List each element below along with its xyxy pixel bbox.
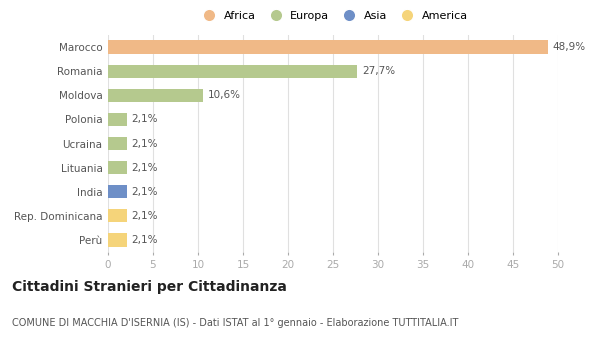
Bar — [108, 233, 127, 246]
Text: Cittadini Stranieri per Cittadinanza: Cittadini Stranieri per Cittadinanza — [12, 280, 287, 294]
Legend: Africa, Europa, Asia, America: Africa, Europa, Asia, America — [194, 6, 472, 25]
Text: 2,1%: 2,1% — [131, 114, 158, 124]
Text: 10,6%: 10,6% — [208, 90, 241, 100]
Bar — [108, 209, 127, 223]
Bar — [108, 64, 357, 78]
Bar — [108, 89, 203, 102]
Text: 2,1%: 2,1% — [131, 211, 158, 221]
Text: 2,1%: 2,1% — [131, 187, 158, 197]
Text: 2,1%: 2,1% — [131, 235, 158, 245]
Text: 2,1%: 2,1% — [131, 163, 158, 173]
Bar — [108, 161, 127, 174]
Bar — [108, 185, 127, 198]
Bar — [108, 137, 127, 150]
Bar — [108, 41, 548, 54]
Bar — [108, 113, 127, 126]
Text: 27,7%: 27,7% — [362, 66, 395, 76]
Text: 48,9%: 48,9% — [553, 42, 586, 52]
Text: 2,1%: 2,1% — [131, 139, 158, 148]
Text: COMUNE DI MACCHIA D'ISERNIA (IS) - Dati ISTAT al 1° gennaio - Elaborazione TUTTI: COMUNE DI MACCHIA D'ISERNIA (IS) - Dati … — [12, 318, 458, 329]
